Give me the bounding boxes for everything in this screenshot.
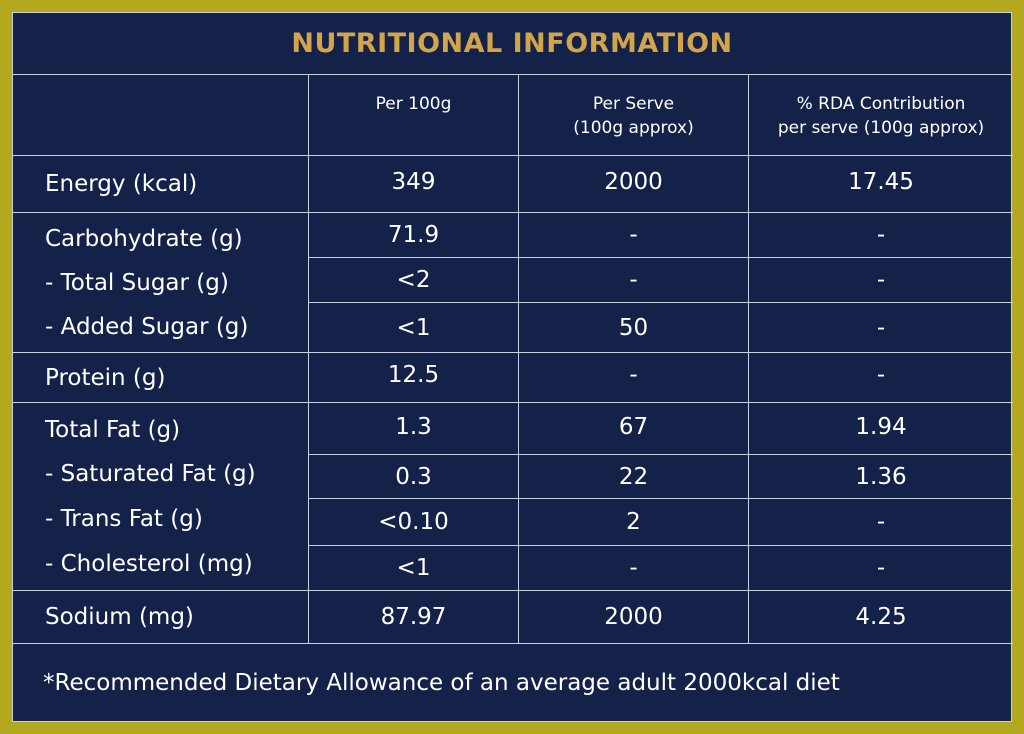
- panel-title: NUTRITIONAL INFORMATION: [13, 13, 1011, 75]
- grid-line: [308, 454, 1013, 455]
- grid-line: [13, 155, 1013, 156]
- cell-total-sugar-per100: <2: [396, 267, 431, 293]
- header-per-serve-line2: (100g approx): [573, 118, 694, 138]
- grid-line: [13, 590, 1013, 591]
- grid-line: [308, 257, 1013, 258]
- cell-total-sugar-serve: -: [629, 267, 638, 293]
- cell-cholesterol-serve: -: [629, 555, 638, 581]
- cell-saturated-fat-per100: 0.3: [395, 463, 432, 490]
- cell-protein-rda: -: [876, 362, 886, 388]
- row-label-trans-fat: - Trans Fat (g): [45, 506, 203, 532]
- row-label-energy: Energy (kcal): [45, 170, 198, 197]
- row-label-total-sugar: - Total Sugar (g): [45, 270, 229, 296]
- cell-total-fat-rda: 1.94: [855, 414, 907, 440]
- row-label-sodium: Sodium (mg): [45, 604, 194, 630]
- cell-cholesterol-per100: <1: [396, 555, 431, 581]
- cell-total-fat-per100: 1.3: [395, 414, 432, 440]
- grid-line: [308, 75, 309, 643]
- footnote: *Recommended Dietary Allowance of an ave…: [43, 670, 840, 696]
- grid-line: [748, 75, 749, 643]
- row-label-cholesterol: - Cholesterol (mg): [45, 551, 253, 577]
- grid-line: [308, 498, 1013, 499]
- grid-line: [13, 402, 1013, 403]
- header-rda-line1: % RDA Contribution: [796, 94, 966, 114]
- grid-line: [518, 75, 519, 643]
- cell-protein-serve: -: [629, 362, 638, 388]
- row-label-total-fat: Total Fat (g): [45, 417, 181, 443]
- grid-line: [308, 545, 1013, 546]
- cell-trans-fat-per100: <0.10: [378, 509, 449, 535]
- cell-sodium-rda: 4.25: [855, 604, 907, 630]
- header-per-100g-text: Per 100g: [375, 94, 452, 114]
- header-rda: % RDA Contribution per serve (100g appro…: [749, 76, 1013, 155]
- grid-line: [13, 352, 1013, 353]
- cell-trans-fat-serve: 2: [626, 509, 641, 535]
- cell-total-fat-serve: 67: [618, 414, 649, 440]
- grid-line: [13, 643, 1013, 644]
- cell-energy-rda: 17.45: [848, 169, 914, 195]
- grid-line: [308, 302, 1013, 303]
- cell-carbohydrate-serve: -: [629, 222, 638, 248]
- cell-cholesterol-rda: -: [876, 555, 886, 581]
- cell-sodium-serve: 2000: [604, 604, 663, 630]
- header-per-serve: Per Serve (100g approx): [519, 76, 748, 155]
- row-label-protein: Protein (g): [45, 365, 166, 391]
- cell-trans-fat-rda: -: [876, 509, 886, 535]
- cell-energy-serve: 2000: [604, 169, 663, 195]
- nutrition-panel: NUTRITIONAL INFORMATION Per 100g Per Ser…: [12, 12, 1013, 722]
- cell-added-sugar-rda: -: [876, 314, 886, 341]
- header-rda-line2: per serve (100g approx): [777, 118, 985, 138]
- header-per-serve-line1: Per Serve: [592, 94, 675, 114]
- cell-saturated-fat-rda: 1.36: [855, 463, 907, 490]
- cell-energy-per100: 349: [391, 169, 436, 195]
- header-per-100g: Per 100g: [309, 76, 518, 155]
- cell-sodium-per100: 87.97: [380, 604, 447, 630]
- row-label-saturated-fat: - Saturated Fat (g): [45, 461, 256, 487]
- cell-protein-per100: 12.5: [387, 362, 440, 388]
- row-label-carbohydrate: Carbohydrate (g): [45, 226, 243, 252]
- row-label-added-sugar: - Added Sugar (g): [45, 314, 249, 340]
- cell-carbohydrate-per100: 71.9: [387, 222, 440, 248]
- grid-line: [13, 212, 1013, 213]
- cell-total-sugar-rda: -: [876, 267, 886, 293]
- cell-added-sugar-per100: <1: [396, 314, 431, 341]
- cell-carbohydrate-rda: -: [876, 222, 886, 248]
- cell-added-sugar-serve: 50: [618, 314, 649, 341]
- cell-saturated-fat-serve: 22: [618, 463, 649, 490]
